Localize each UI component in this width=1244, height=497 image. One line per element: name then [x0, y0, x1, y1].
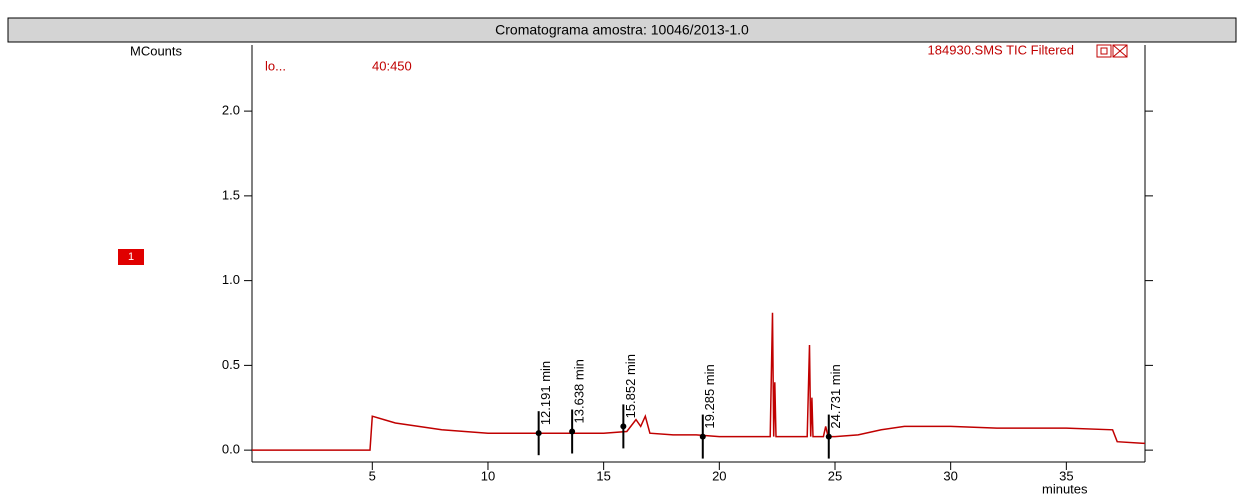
peak-label: 24.731 min — [828, 364, 843, 428]
title-bar — [7, 17, 1237, 43]
y-tick-label: 1.5 — [222, 187, 240, 202]
x-axis-label: minutes — [1042, 481, 1088, 496]
x-tick-label: 10 — [481, 468, 495, 483]
y-tick-label: 0.5 — [222, 357, 240, 372]
peak-marker — [535, 430, 542, 437]
x-tick-label: 35 — [1059, 468, 1073, 483]
x-tick-label: 15 — [596, 468, 610, 483]
legend-text: 40:450 — [372, 58, 412, 73]
x-tick-label: 5 — [369, 468, 376, 483]
peak-marker — [569, 428, 576, 435]
legend-text: lo... — [265, 58, 286, 73]
peak-label: 15.852 min — [623, 354, 638, 418]
icon[interactable] — [1096, 44, 1112, 58]
y-axis-label: MCounts — [130, 43, 183, 58]
x-tick-label: 30 — [943, 468, 957, 483]
chart-title: Cromatograma amostra: 10046/2013-1.0 — [495, 22, 749, 38]
icon[interactable] — [1112, 44, 1128, 58]
peak-label: 12.191 min — [538, 361, 553, 425]
y-tick-label: 0.0 — [222, 442, 240, 457]
y-tick-label: 1.0 — [222, 272, 240, 287]
peak-marker — [620, 423, 627, 430]
icon — [1112, 44, 1128, 58]
trace-name: 184930.SMS TIC Filtered — [928, 42, 1074, 57]
peak-label: 19.285 min — [702, 364, 717, 428]
x-tick-label: 20 — [712, 468, 726, 483]
peak-marker — [699, 433, 706, 440]
trace-line — [252, 312, 1146, 451]
icon — [1100, 47, 1108, 55]
x-tick-label: 25 — [828, 468, 842, 483]
y-tick-label: 2.0 — [222, 103, 240, 118]
marker-box-label: 1 — [128, 251, 134, 263]
peak-marker — [825, 433, 832, 440]
peak-label: 13.638 min — [572, 359, 587, 423]
marker-box — [118, 249, 144, 265]
